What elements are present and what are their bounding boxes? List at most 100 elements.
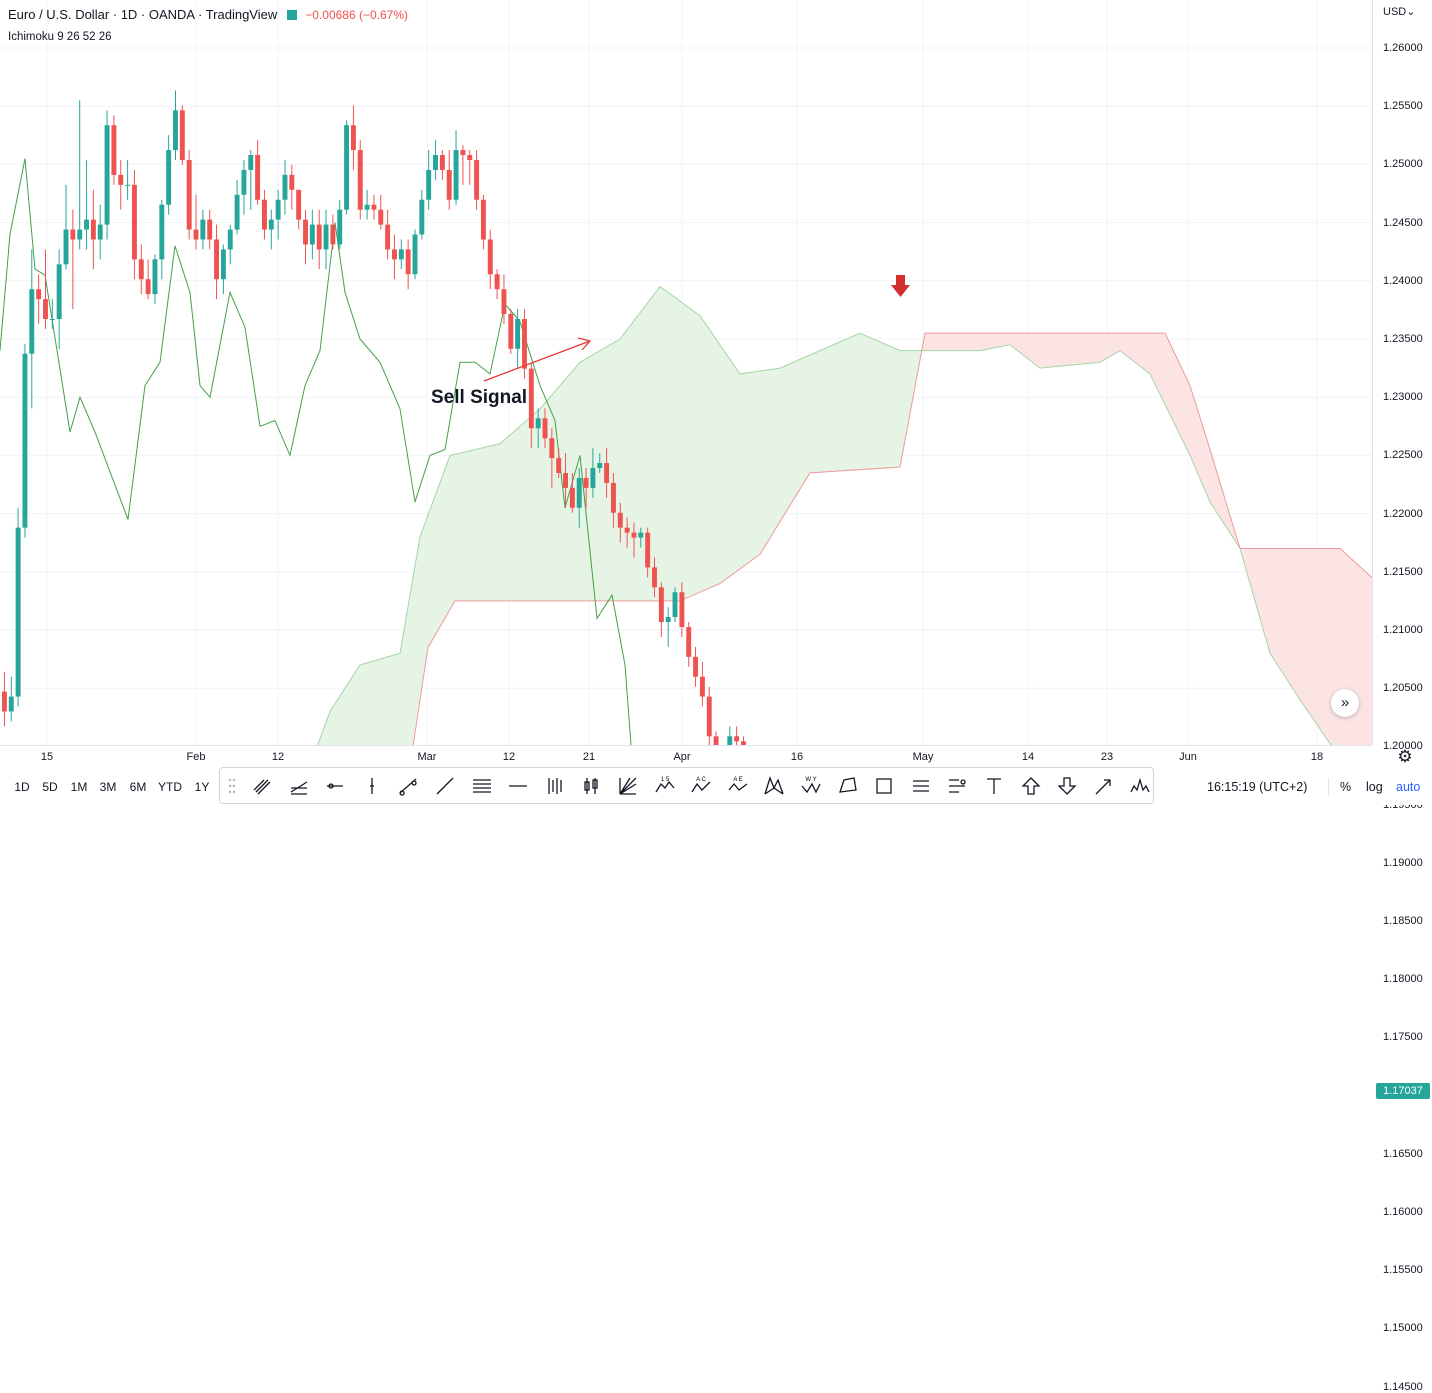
range-button-6m[interactable]: 6M — [129, 780, 147, 794]
clock-timezone[interactable]: 16:15:19 (UTC+2) — [1207, 780, 1308, 794]
candle-body — [15, 527, 21, 697]
candle-body — [289, 174, 295, 190]
candle-body — [713, 736, 719, 745]
range-button-5d[interactable]: 5D — [42, 780, 58, 794]
candle-body — [604, 463, 610, 483]
time-tick-label: 12 — [502, 751, 516, 763]
candle-body — [166, 150, 172, 205]
date-range-tool-button[interactable] — [909, 774, 935, 798]
time-tick-label: Feb — [186, 751, 206, 763]
price-axis[interactable]: USD⌄ 1.26000 1.25500 1.25000 1.24500 1.24000… — [1372, 0, 1432, 1393]
auto-scale-toggle[interactable]: auto — [1396, 780, 1421, 794]
abcd-pattern-tool-button[interactable]: A C — [689, 774, 715, 798]
price-tick-label: 1.25000 — [1383, 158, 1423, 171]
candle-body — [214, 239, 220, 280]
time-tick-label: 23 — [1100, 751, 1114, 763]
candle-body — [501, 289, 507, 315]
horizontal-line-tool-button[interactable] — [506, 774, 532, 798]
arrow-marker-icon — [1095, 779, 1111, 795]
sell-marker-icon[interactable] — [891, 275, 910, 297]
pitchfan-tool-button[interactable] — [543, 774, 569, 798]
scroll-to-realtime-button[interactable]: » — [1331, 689, 1359, 717]
price-tick-label: 1.15500 — [1383, 1264, 1423, 1277]
tool-label: W Y — [805, 777, 816, 783]
price-tick-label: 1.23500 — [1383, 333, 1423, 345]
long-position-tool-button[interactable] — [945, 774, 971, 798]
candle-body — [665, 617, 671, 623]
gann-fan-tool-button[interactable] — [616, 774, 642, 798]
candle-body — [268, 219, 274, 230]
elliott-correction-tool-button[interactable]: A E — [726, 774, 752, 798]
elliott-impulse-tool-button[interactable]: 1 5 — [653, 774, 679, 798]
candle-body — [535, 418, 541, 429]
parallel-channel-tool-button[interactable] — [250, 774, 276, 798]
candle-body — [303, 219, 308, 245]
polyline-tool-button[interactable] — [836, 774, 862, 798]
chart-pane[interactable] — [0, 0, 1372, 745]
range-button-ytd[interactable]: YTD — [158, 780, 182, 794]
range-button-1m[interactable]: 1M — [70, 780, 88, 794]
candle-body — [412, 234, 418, 275]
arrow-up-tool-button[interactable] — [1019, 774, 1045, 798]
trend-angle-tool-button[interactable] — [396, 774, 422, 798]
candle-body — [638, 532, 644, 538]
candle-body — [49, 318, 55, 320]
arrow-down-tool-button[interactable] — [1055, 774, 1081, 798]
candle-body — [740, 741, 746, 745]
senkou-span-b-line — [412, 332, 1372, 745]
candle-body — [316, 224, 322, 250]
range-button-1y[interactable]: 1Y — [194, 780, 210, 794]
candle-body — [378, 209, 384, 225]
candle-body — [364, 204, 370, 210]
ichimoku-cloud — [1242, 548, 1372, 745]
price-tick-label: 1.14500 — [1383, 1380, 1423, 1393]
currency-button[interactable]: USD⌄ — [1383, 6, 1416, 18]
sell-signal-label[interactable]: Sell Signal — [431, 387, 528, 408]
candle-body — [515, 318, 521, 349]
candle-body — [186, 159, 192, 230]
candle-body — [439, 155, 445, 170]
range-button-3m[interactable]: 3M — [99, 780, 117, 794]
arrow-down-icon — [1057, 777, 1077, 795]
price-tick-label: 1.22500 — [1383, 449, 1423, 462]
regression-trend-tool-button[interactable] — [287, 774, 313, 798]
candle-body — [610, 482, 616, 513]
candle-body — [255, 155, 261, 200]
candle-body — [446, 169, 452, 200]
candle-body — [508, 314, 514, 349]
rectangle-tool-button[interactable] — [872, 774, 898, 798]
candle-body — [43, 299, 48, 319]
chikou-span-line — [0, 158, 632, 745]
head-shoulders-tool-button[interactable] — [1128, 774, 1154, 798]
trend-line-tool-button[interactable] — [433, 774, 459, 798]
time-tick-label: 15 — [40, 751, 54, 763]
candle-body — [104, 125, 110, 225]
percent-toggle[interactable]: % — [1340, 780, 1352, 794]
drag-handle-icon[interactable] — [228, 778, 236, 794]
sell-signal-arrow[interactable] — [483, 337, 592, 382]
vertical-line-tool-button[interactable] — [360, 774, 386, 798]
candle-body — [597, 463, 603, 469]
log-toggle[interactable]: log — [1366, 780, 1383, 794]
fib-retracement-icon — [472, 779, 491, 793]
horizontal-line-icon — [509, 785, 528, 787]
price-tick-label: 1.21000 — [1383, 624, 1423, 636]
divider — [1328, 778, 1329, 796]
fib-retracement-tool-button[interactable] — [470, 774, 496, 798]
gear-icon[interactable]: ⚙ — [1397, 747, 1413, 766]
text-tool-button[interactable] — [982, 774, 1008, 798]
xabcd-pattern-tool-button[interactable] — [762, 774, 788, 798]
price-tick-label: 1.17500 — [1383, 1031, 1423, 1044]
arrow-marker-tool-button[interactable] — [1092, 774, 1118, 798]
range-button-1d[interactable]: 1D — [14, 780, 30, 794]
time-axis[interactable]: 15 Feb 12 Mar 12 21 Apr 16 May 14 23 Jun 18 — [0, 745, 1372, 770]
candle-body — [693, 656, 699, 677]
candle-body — [296, 189, 302, 220]
wxy-pattern-tool-button[interactable]: W Y — [799, 774, 825, 798]
chart-canvas[interactable] — [0, 0, 1372, 745]
head-shoulders-icon — [1130, 777, 1150, 793]
candle-pattern-tool-button[interactable] — [579, 774, 605, 798]
indicator-legend[interactable]: Ichimoku 9 26 52 26 — [8, 31, 112, 43]
horizontal-ray-tool-button[interactable] — [323, 774, 349, 798]
symbol-title[interactable]: Euro / U.S. Dollar · 1D · OANDA · Tradin… — [8, 7, 278, 22]
